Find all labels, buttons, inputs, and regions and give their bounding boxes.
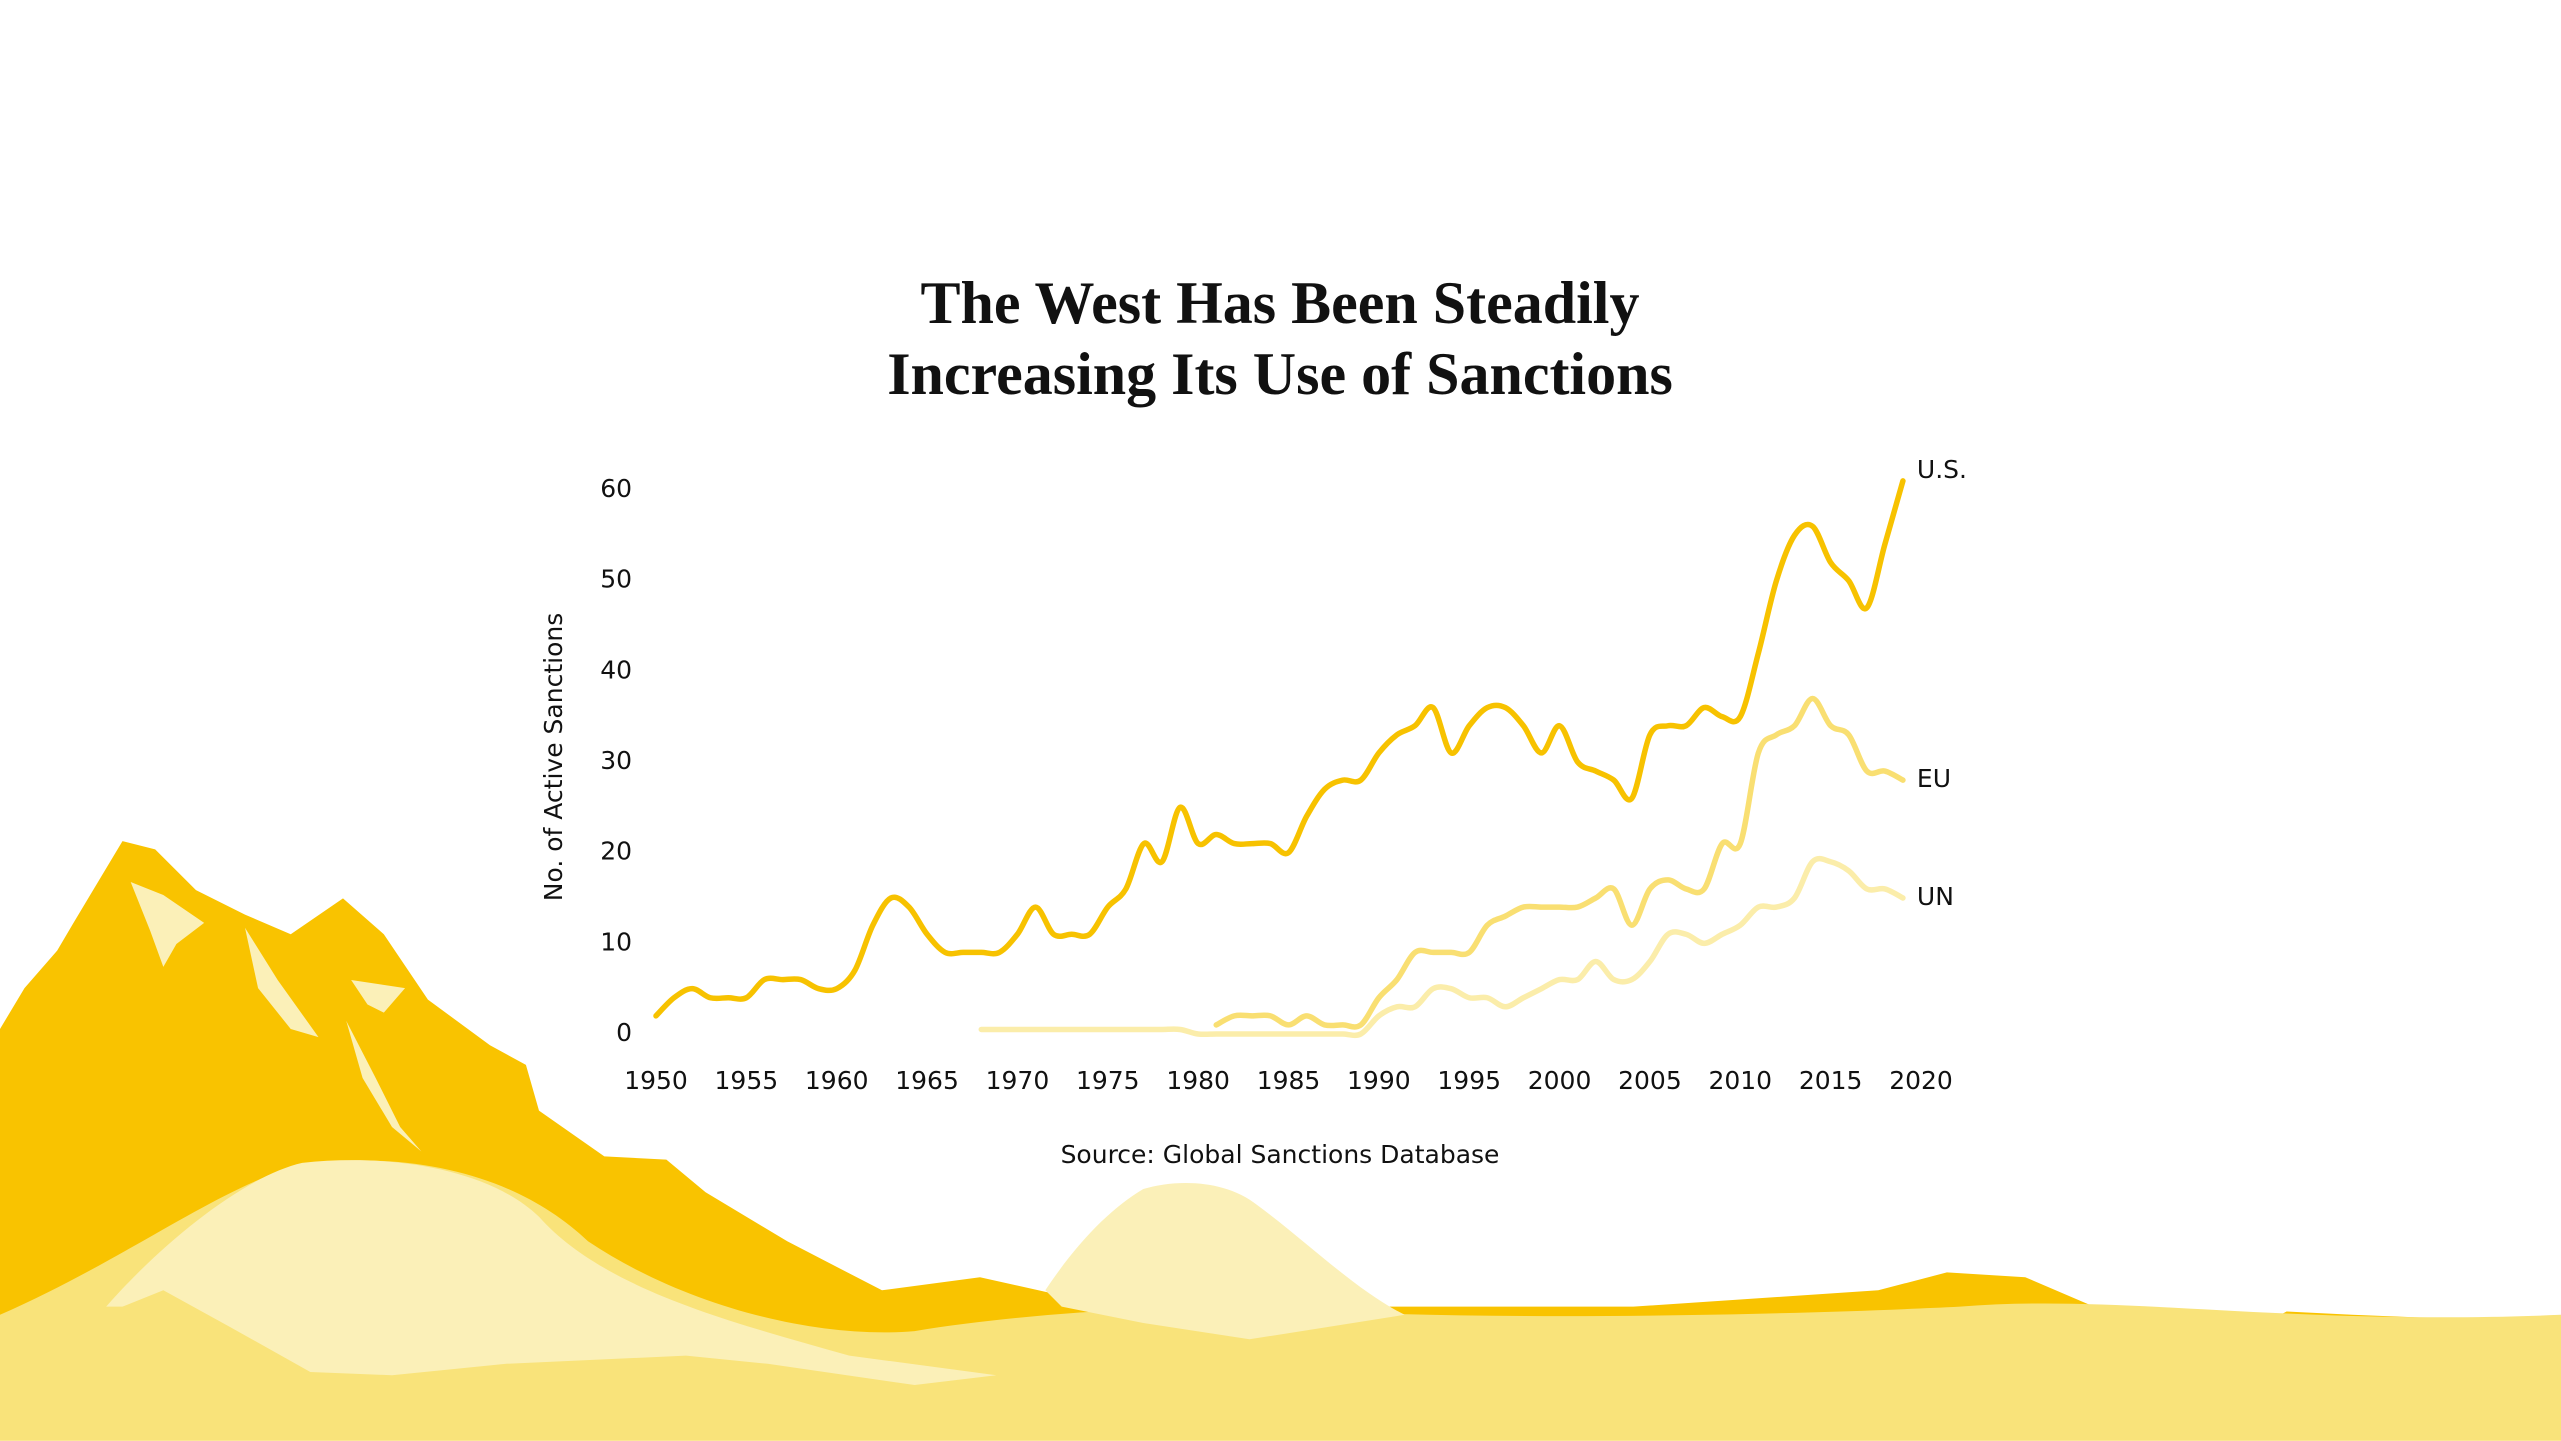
chart-title: The West Has Been Steadily bbox=[921, 270, 1640, 336]
y-tick-label: 60 bbox=[600, 474, 632, 503]
mountains bbox=[0, 841, 2561, 1441]
x-tick-label: 2020 bbox=[1889, 1066, 1953, 1095]
x-tick-label: 2000 bbox=[1528, 1066, 1592, 1095]
series-label: EU bbox=[1917, 764, 1951, 793]
snow bbox=[130, 881, 422, 1152]
x-tick-label: 1960 bbox=[805, 1066, 869, 1095]
series-label: U.S. bbox=[1917, 455, 1967, 484]
x-tick-label: 2005 bbox=[1618, 1066, 1682, 1095]
x-tick-label: 2015 bbox=[1799, 1066, 1863, 1095]
x-tick-label: 1970 bbox=[986, 1066, 1050, 1095]
y-tick-label: 50 bbox=[600, 565, 632, 594]
y-tick-label: 10 bbox=[600, 927, 632, 956]
y-tick-label: 20 bbox=[600, 837, 632, 866]
x-tick-label: 1975 bbox=[1076, 1066, 1140, 1095]
source: Source: Global Sanctions Database bbox=[1061, 1140, 1500, 1169]
y-axis-label: No. of Active Sanctions bbox=[539, 613, 568, 901]
y-tick-label: 30 bbox=[600, 746, 632, 775]
series-line bbox=[978, 855, 1906, 1039]
x-tick-label: 1995 bbox=[1437, 1066, 1501, 1095]
series-line bbox=[1213, 695, 1906, 1030]
x-tick-label: 1950 bbox=[624, 1066, 688, 1095]
y-tick-label: 0 bbox=[616, 1018, 632, 1047]
x-tick-label: 1965 bbox=[895, 1066, 959, 1095]
x-tick-label: 1980 bbox=[1166, 1066, 1230, 1095]
x-tick-label: 1955 bbox=[715, 1066, 779, 1095]
x-tick-label: 1985 bbox=[1257, 1066, 1321, 1095]
y-tick-label: 40 bbox=[600, 655, 632, 684]
series-label: UN bbox=[1917, 882, 1954, 911]
chart-title: Increasing Its Use of Sanctions bbox=[887, 341, 1673, 407]
x-tick-label: 1990 bbox=[1347, 1066, 1411, 1095]
hill-pale bbox=[106, 1160, 1405, 1386]
hill-base bbox=[0, 1160, 2561, 1441]
series-line bbox=[653, 478, 1906, 1019]
x-tick-label: 2010 bbox=[1708, 1066, 1772, 1095]
